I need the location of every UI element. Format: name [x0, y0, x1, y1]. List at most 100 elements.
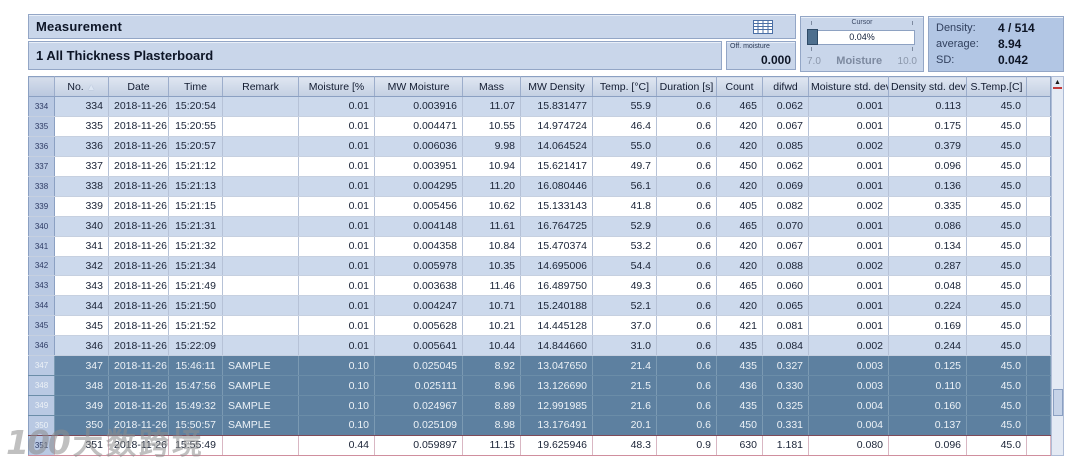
table-cell[interactable]: 11.15 [462, 435, 521, 457]
table-cell[interactable]: 0.004358 [374, 236, 463, 257]
table-cell[interactable] [222, 156, 299, 177]
table-cell[interactable]: 15.831477 [520, 96, 593, 117]
table-cell[interactable]: 0.059897 [374, 435, 463, 457]
table-cell[interactable]: 420 [716, 236, 763, 257]
cursor-slider-track[interactable]: 0.04% [807, 29, 915, 45]
table-cell[interactable]: 0.024967 [374, 395, 463, 416]
table-cell[interactable]: 15:21:49 [168, 275, 223, 297]
table-cell[interactable]: 465 [716, 96, 763, 117]
table-cell[interactable]: 2018-11-26 [108, 156, 169, 177]
table-row[interactable]: 351 351 2018-11-26 15:55:49 0.44 0.059897 11.1… [28, 435, 1051, 457]
table-cell[interactable]: 0.003951 [374, 156, 463, 177]
table-cell[interactable]: 0.6 [656, 216, 717, 237]
table-cell[interactable]: 435 [716, 355, 763, 377]
table-cell[interactable]: 465 [716, 216, 763, 237]
table-cell[interactable]: 2018-11-26 [108, 176, 169, 197]
table-cell[interactable]: 15:22:09 [168, 335, 223, 357]
table-cell[interactable]: 0.096 [888, 435, 967, 457]
table-cell[interactable]: 48.3 [592, 435, 657, 457]
table-cell[interactable]: 14.695006 [520, 256, 593, 277]
table-cell[interactable]: 0.01 [298, 196, 375, 217]
table-cell[interactable]: 1.181 [762, 435, 809, 457]
table-cell[interactable]: 0.01 [298, 116, 375, 137]
table-cell[interactable]: 0.01 [298, 335, 375, 357]
table-cell[interactable]: 45.0 [966, 176, 1027, 197]
table-cell[interactable]: 0.331 [762, 415, 809, 436]
row-header[interactable]: 335 [28, 116, 55, 137]
table-cell[interactable]: 0.6 [656, 136, 717, 157]
table-cell[interactable] [222, 275, 299, 297]
table-cell[interactable]: 0.6 [656, 375, 717, 397]
table-cell[interactable]: 465 [716, 275, 763, 297]
table-cell[interactable]: 45.0 [966, 136, 1027, 157]
table-cell[interactable]: 2018-11-26 [108, 136, 169, 157]
table-row[interactable]: 337 337 2018-11-26 15:21:12 0.01 0.003951 10.9… [28, 156, 1051, 177]
column-header-temp-c[interactable]: Temp. [°C] [592, 76, 657, 97]
table-cell[interactable]: 0.096 [888, 156, 967, 177]
row-header[interactable]: 337 [28, 156, 55, 177]
column-header-time[interactable]: Time [168, 76, 223, 97]
table-cell[interactable]: 55.9 [592, 96, 657, 117]
cursor-slider-handle[interactable] [807, 29, 818, 45]
column-header-count[interactable]: Count [716, 76, 763, 97]
table-row[interactable]: 345 345 2018-11-26 15:21:52 0.01 0.005628 10.2… [28, 315, 1051, 337]
table-cell[interactable]: 45.0 [966, 395, 1027, 416]
table-cell[interactable]: 11.61 [462, 216, 521, 237]
table-cell[interactable]: 15:20:54 [168, 96, 223, 117]
table-cell[interactable]: 46.4 [592, 116, 657, 137]
row-header[interactable]: 347 [28, 355, 55, 377]
table-cell[interactable] [222, 236, 299, 257]
table-cell[interactable]: 0.9 [656, 435, 717, 457]
table-cell[interactable]: 0.004295 [374, 176, 463, 197]
table-cell[interactable]: 15:21:15 [168, 196, 223, 217]
table-cell[interactable]: 340 [54, 216, 109, 237]
table-cell[interactable] [222, 116, 299, 137]
table-cell[interactable] [222, 96, 299, 117]
table-cell[interactable]: 56.1 [592, 176, 657, 197]
table-cell[interactable]: 2018-11-26 [108, 295, 169, 317]
table-row[interactable]: 350 350 2018-11-26 15:50:57 SAMPLE 0.10 0.0251… [28, 415, 1051, 436]
table-cell[interactable]: 15.240188 [520, 295, 593, 317]
vertical-scrollbar[interactable]: ▲ [1051, 76, 1064, 456]
table-cell[interactable]: 10.84 [462, 236, 521, 257]
table-cell[interactable]: 13.176491 [520, 415, 593, 436]
table-cell[interactable]: 15:55:49 [168, 435, 223, 457]
table-cell[interactable]: 420 [716, 136, 763, 157]
table-cell[interactable]: 2018-11-26 [108, 196, 169, 217]
table-cell[interactable]: 0.003 [808, 355, 889, 377]
row-header[interactable]: 344 [28, 295, 55, 317]
table-cell[interactable]: 0.080 [808, 435, 889, 457]
table-cell[interactable]: 435 [716, 335, 763, 357]
row-header[interactable]: 349 [28, 395, 55, 416]
table-cell[interactable]: 2018-11-26 [108, 435, 169, 457]
table-cell[interactable]: 15.133143 [520, 196, 593, 217]
table-cell[interactable]: 0.062 [762, 156, 809, 177]
table-cell[interactable]: 15.621417 [520, 156, 593, 177]
row-header[interactable]: 348 [28, 375, 55, 397]
table-cell[interactable]: 15:49:32 [168, 395, 223, 416]
table-cell[interactable]: 0.01 [298, 176, 375, 197]
table-cell[interactable]: 334 [54, 96, 109, 117]
table-row[interactable]: 339 339 2018-11-26 15:21:15 0.01 0.005456 10.6… [28, 196, 1051, 217]
table-cell[interactable]: 0.175 [888, 116, 967, 137]
table-cell[interactable]: 336 [54, 136, 109, 157]
table-cell[interactable]: 31.0 [592, 335, 657, 357]
table-cell[interactable]: 0.004 [808, 415, 889, 436]
scrollbar-thumb[interactable] [1053, 389, 1063, 416]
grid-view-icon[interactable] [753, 20, 773, 34]
table-cell[interactable]: 2018-11-26 [108, 216, 169, 237]
column-header-moisture[interactable]: Moisture [% [298, 76, 375, 97]
table-cell[interactable]: 0.01 [298, 256, 375, 277]
table-cell[interactable]: 15:46:11 [168, 355, 223, 377]
table-cell[interactable]: 450 [716, 415, 763, 436]
table-cell[interactable]: 0.003916 [374, 96, 463, 117]
table-cell[interactable]: 0.005628 [374, 315, 463, 337]
table-cell[interactable]: 55.0 [592, 136, 657, 157]
table-row[interactable]: 344 344 2018-11-26 15:21:50 0.01 0.004247 10.7… [28, 295, 1051, 317]
table-cell[interactable]: 0.001 [808, 156, 889, 177]
table-cell[interactable]: 45.0 [966, 116, 1027, 137]
table-cell[interactable]: 0.10 [298, 355, 375, 377]
table-cell[interactable]: 0.01 [298, 295, 375, 317]
table-cell[interactable]: 0.005641 [374, 335, 463, 357]
column-header-duration-s[interactable]: Duration [s] [656, 76, 717, 97]
